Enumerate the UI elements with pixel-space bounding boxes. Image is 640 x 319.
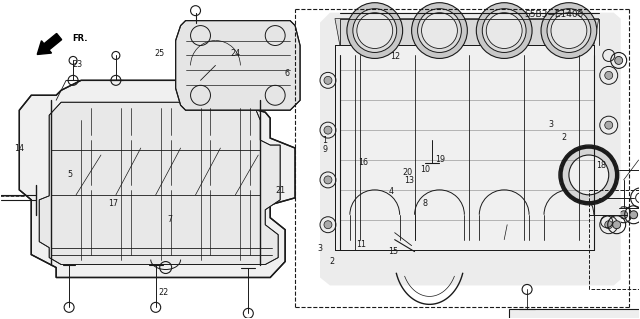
Circle shape [483,9,526,52]
Circle shape [564,190,574,200]
Polygon shape [335,19,599,46]
Circle shape [412,3,467,58]
Polygon shape [19,80,295,278]
Text: 19: 19 [435,155,445,164]
Circle shape [605,221,612,229]
Text: 12: 12 [390,52,400,61]
Circle shape [630,211,637,219]
Text: S5B3−E1400: S5B3−E1400 [525,11,584,19]
Circle shape [593,186,605,198]
Text: 17: 17 [108,199,118,208]
Text: 6: 6 [284,69,289,78]
Text: 11: 11 [356,240,367,249]
Text: 24: 24 [231,48,241,58]
Circle shape [486,13,522,48]
Circle shape [324,126,332,134]
Circle shape [541,3,596,58]
Text: 20: 20 [403,168,413,177]
Text: 18: 18 [596,161,607,170]
Text: 14: 14 [14,144,24,153]
Circle shape [620,211,628,219]
Text: 1: 1 [323,136,328,145]
Circle shape [614,56,623,64]
Circle shape [605,71,612,79]
Text: 7: 7 [168,215,173,224]
Text: 3: 3 [548,120,553,129]
Circle shape [347,3,403,58]
Circle shape [605,121,612,129]
Circle shape [605,171,612,179]
Text: 3: 3 [317,244,323,253]
Text: 23: 23 [73,60,83,69]
Polygon shape [39,102,280,264]
Text: 13: 13 [404,176,414,185]
Text: 8: 8 [422,199,428,208]
Circle shape [324,176,332,184]
Circle shape [324,221,332,229]
Text: 9: 9 [323,145,328,154]
Text: 15: 15 [388,247,398,256]
Circle shape [551,13,587,48]
Text: FR.: FR. [72,34,88,43]
Text: 2: 2 [329,257,334,266]
Polygon shape [320,13,621,286]
FancyArrow shape [37,33,61,55]
Text: 16: 16 [358,158,369,167]
Text: 25: 25 [154,48,164,58]
Circle shape [476,3,532,58]
Circle shape [569,155,609,195]
Text: 10: 10 [420,165,430,174]
Polygon shape [175,21,300,110]
Circle shape [422,13,458,48]
Circle shape [353,9,397,52]
Text: 4: 4 [389,187,394,196]
Circle shape [547,9,591,52]
Circle shape [324,76,332,84]
Text: 21: 21 [275,186,285,195]
Circle shape [357,13,393,48]
Text: 2: 2 [561,133,566,142]
Text: 22: 22 [159,288,169,297]
Circle shape [612,221,621,229]
Text: 5: 5 [68,170,73,179]
Circle shape [417,9,461,52]
Polygon shape [335,46,594,249]
Bar [509,309,640,319]
Circle shape [559,145,619,205]
